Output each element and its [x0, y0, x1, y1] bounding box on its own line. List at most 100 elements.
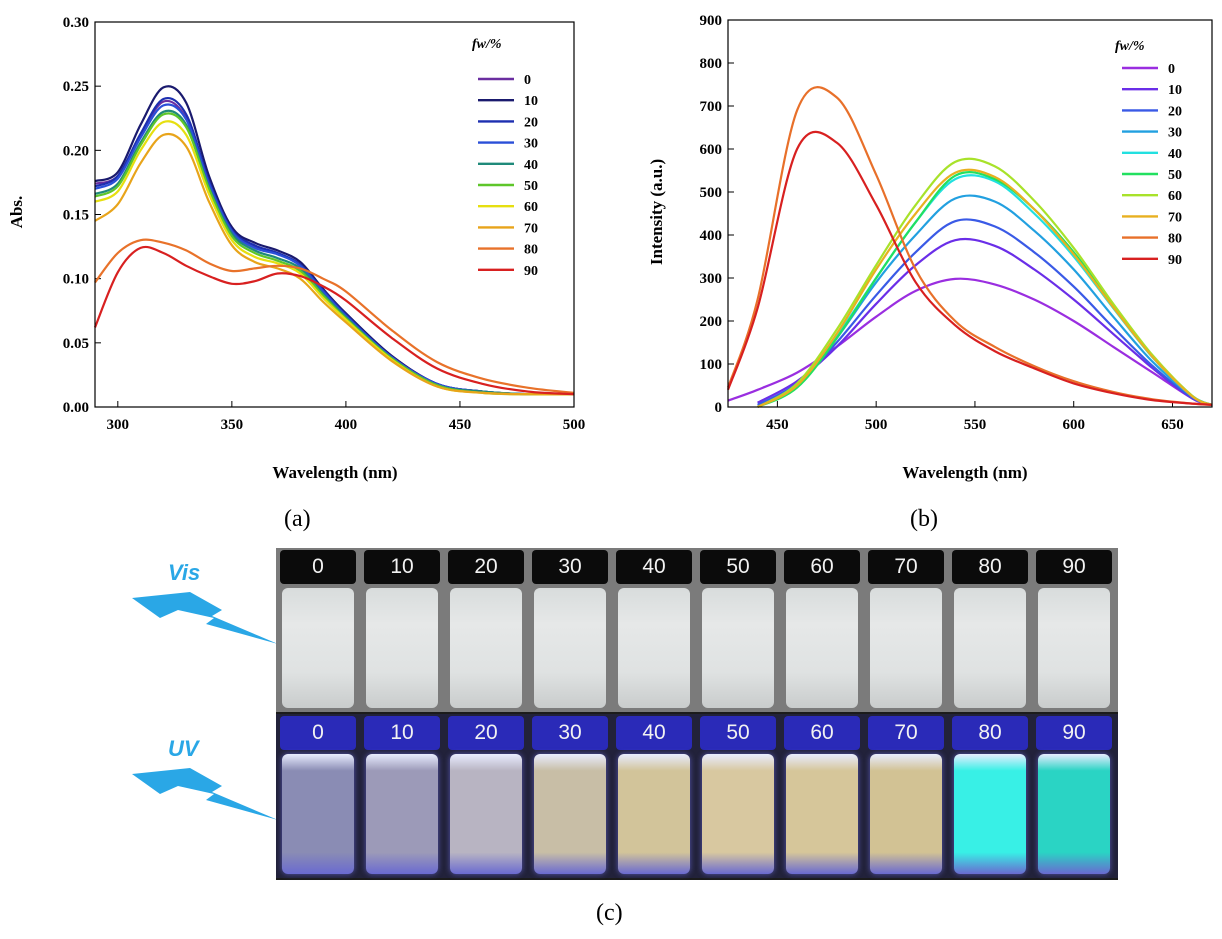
legend-label-10: 10: [1168, 83, 1182, 98]
uv-vial-20: 20: [446, 714, 526, 878]
chart-b-legend-title: fw/%: [1115, 39, 1145, 54]
vis-vial-cap-label: 10: [364, 550, 440, 584]
vis-vial-50: 50: [698, 548, 778, 712]
vial-photo: 0 10 20 30 40 50 60 70 80 90 0 10 20 30 40 50 60 70 80 90: [276, 548, 1118, 880]
vis-vial-20: 20: [446, 548, 526, 712]
uv-vial-cap-label: 10: [364, 716, 440, 750]
vis-label: Vis: [168, 560, 201, 585]
vis-vial-40: 40: [614, 548, 694, 712]
x-tick-label: 500: [865, 417, 888, 433]
series-line-80: [94, 238, 575, 394]
y-tick-label: 0.30: [63, 15, 89, 31]
legend-label-90: 90: [524, 264, 538, 279]
vis-vial-body: [702, 588, 774, 708]
vis-vial-body: [450, 588, 522, 708]
vis-vial-80: 80: [950, 548, 1030, 712]
legend-label-90: 90: [1168, 253, 1182, 268]
vis-vial-cap-label: 50: [700, 550, 776, 584]
series-line-40: [94, 109, 575, 396]
vis-vial-body: [282, 588, 354, 708]
x-tick-label: 600: [1062, 417, 1085, 433]
x-tick-label: 300: [107, 417, 130, 433]
uv-vial-body: [702, 754, 774, 874]
y-tick-label: 0.15: [63, 208, 89, 224]
legend-label-30: 30: [524, 137, 538, 152]
chart-a: Abs. Wavelength (nm) 300 350 400 450 5000.00…: [7, 15, 586, 482]
x-tick-label: 450: [449, 417, 472, 433]
vis-vial-cap-label: 80: [952, 550, 1028, 584]
uv-vial-70: 70: [866, 714, 946, 878]
y-tick-label: 0: [715, 400, 723, 416]
vis-vial-cap-label: 60: [784, 550, 860, 584]
vis-vial-10: 10: [362, 548, 442, 712]
x-tick-label: 350: [221, 417, 244, 433]
legend-label-60: 60: [524, 200, 538, 215]
series-line-60: [757, 157, 1213, 408]
series-line-10: [757, 237, 1213, 406]
vis-vial-90: 90: [1034, 548, 1114, 712]
uv-vial-cap-label: 20: [448, 716, 524, 750]
series-line-20: [757, 218, 1213, 406]
y-tick-label: 400: [700, 228, 723, 244]
vis-vial-30: 30: [530, 548, 610, 712]
y-tick-label: 900: [700, 13, 723, 29]
chart-a-ylabel: Abs.: [7, 196, 26, 229]
panel-label-a: (a): [284, 506, 311, 532]
vis-vial-cap-label: 0: [280, 550, 356, 584]
legend-label-80: 80: [524, 243, 538, 258]
panel-label-c: (c): [596, 900, 623, 926]
uv-vial-90: 90: [1034, 714, 1114, 878]
vis-vial-body: [954, 588, 1026, 708]
uv-vial-cap-label: 60: [784, 716, 860, 750]
legend-label-70: 70: [1168, 210, 1182, 225]
vis-vial-60: 60: [782, 548, 862, 712]
vis-vial-body: [1038, 588, 1110, 708]
x-tick-label: 500: [563, 417, 586, 433]
series-line-60: [94, 120, 575, 396]
uv-vial-cap-label: 50: [700, 716, 776, 750]
uv-vial-50: 50: [698, 714, 778, 878]
y-tick-label: 700: [700, 99, 723, 115]
chart-b-ylabel: Intensity (a.u.): [647, 159, 666, 265]
uv-row: 0 10 20 30 40 50 60 70 80 90: [276, 714, 1118, 878]
vis-vial-body: [618, 588, 690, 708]
vis-lightning-icon: [132, 592, 278, 644]
series-line-10: [94, 85, 575, 396]
uv-vial-cap-label: 40: [616, 716, 692, 750]
uv-vial-body: [366, 754, 438, 874]
uv-vial-40: 40: [614, 714, 694, 878]
legend-label-70: 70: [524, 221, 538, 236]
y-tick-label: 0.00: [63, 400, 89, 416]
legend-label-50: 50: [1168, 168, 1182, 183]
legend-label-10: 10: [524, 94, 538, 109]
series-line-0: [727, 277, 1213, 406]
y-tick-label: 600: [700, 142, 723, 158]
y-tick-label: 800: [700, 56, 723, 72]
vis-vial-cap-label: 90: [1036, 550, 1112, 584]
chart-a-frame: [94, 21, 575, 408]
vis-vial-cap-label: 70: [868, 550, 944, 584]
legend-label-60: 60: [1168, 189, 1182, 204]
legend-label-40: 40: [1168, 147, 1182, 162]
vis-vial-0: 0: [278, 548, 358, 712]
chart-a-legend-title: fw/%: [472, 37, 502, 52]
series-line-50: [757, 171, 1213, 409]
uv-vial-body: [282, 754, 354, 874]
y-tick-label: 0.25: [63, 79, 89, 95]
y-tick-label: 100: [700, 357, 723, 373]
chart-b-xlabel: Wavelength (nm): [902, 463, 1027, 482]
legend-label-40: 40: [524, 158, 538, 173]
uv-vial-cap-label: 80: [952, 716, 1028, 750]
uv-vial-body: [618, 754, 690, 874]
vis-vial-body: [534, 588, 606, 708]
vis-vial-body: [366, 588, 438, 708]
legend-label-80: 80: [1168, 232, 1182, 247]
y-tick-label: 300: [700, 271, 723, 287]
uv-vial-body: [954, 754, 1026, 874]
chart-b: Intensity (a.u.) Wavelength (nm) 450 500 5…: [647, 13, 1213, 482]
series-line-70: [757, 168, 1213, 408]
y-tick-label: 200: [700, 314, 723, 330]
y-tick-label: 0.20: [63, 143, 89, 159]
uv-vial-body: [534, 754, 606, 874]
vis-vial-body: [786, 588, 858, 708]
